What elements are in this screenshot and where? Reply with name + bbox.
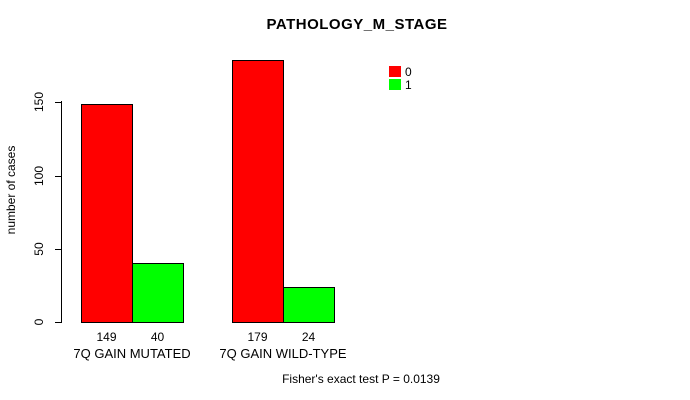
category-label: 7Q GAIN MUTATED xyxy=(73,346,191,361)
y-tick-label: 100 xyxy=(32,165,46,187)
legend-label-1: 1 xyxy=(405,78,412,92)
bar-series1-group2 xyxy=(283,287,335,323)
legend-swatch-0 xyxy=(389,66,401,77)
y-tick-label: 150 xyxy=(32,91,46,113)
bar-series0-group2 xyxy=(232,60,284,323)
y-tick-mark xyxy=(55,102,61,103)
bar-value-label: 179 xyxy=(247,330,268,344)
bar-value-label: 24 xyxy=(301,330,316,344)
y-tick-mark xyxy=(55,176,61,177)
chart-title: PATHOLOGY_M_STAGE xyxy=(266,16,448,33)
bar-series1-group1 xyxy=(132,263,184,323)
y-axis-line xyxy=(61,101,62,323)
fisher-test-annotation: Fisher's exact test P = 0.0139 xyxy=(282,372,440,386)
y-tick-mark xyxy=(55,322,61,323)
y-tick-label: 50 xyxy=(32,242,46,256)
bar-value-label: 40 xyxy=(150,330,165,344)
y-tick-mark xyxy=(55,249,61,250)
legend-swatch-1 xyxy=(389,79,401,90)
y-tick-label: 0 xyxy=(32,318,46,326)
bar-series0-group1 xyxy=(81,104,133,323)
category-label: 7Q GAIN WILD-TYPE xyxy=(219,346,347,361)
bar-value-label: 149 xyxy=(96,330,117,344)
legend-label-0: 0 xyxy=(405,65,412,79)
y-axis-label: number of cases xyxy=(4,145,18,235)
